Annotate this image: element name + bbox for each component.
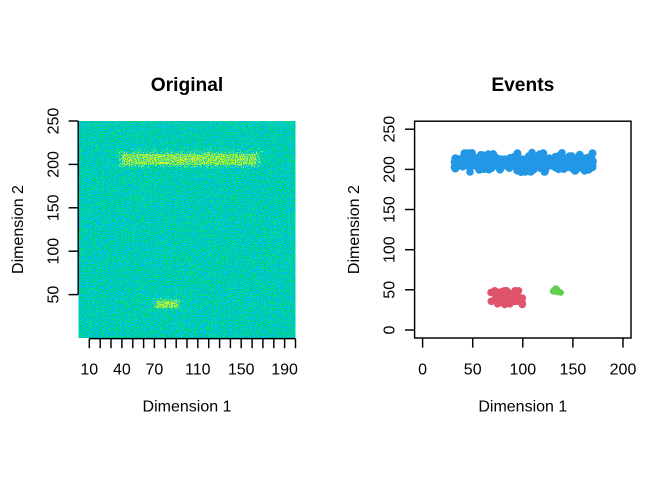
svg-text:100: 100 <box>46 238 63 265</box>
svg-text:Dimension 2: Dimension 2 <box>346 185 363 274</box>
svg-text:Dimension 2: Dimension 2 <box>10 185 27 274</box>
svg-text:100: 100 <box>509 362 536 379</box>
svg-text:50: 50 <box>382 281 399 299</box>
svg-text:150: 150 <box>228 362 255 379</box>
svg-text:150: 150 <box>46 194 63 221</box>
svg-text:10: 10 <box>80 362 98 379</box>
svg-text:Events: Events <box>491 75 554 96</box>
svg-text:110: 110 <box>185 362 211 379</box>
svg-text:200: 200 <box>382 156 399 183</box>
svg-text:0: 0 <box>418 362 427 379</box>
svg-text:40: 40 <box>113 362 131 379</box>
svg-text:70: 70 <box>146 362 164 379</box>
svg-text:0: 0 <box>382 325 399 334</box>
svg-text:250: 250 <box>46 108 63 135</box>
svg-text:Original: Original <box>151 75 224 96</box>
svg-text:150: 150 <box>382 196 399 223</box>
svg-text:Dimension 1: Dimension 1 <box>143 398 232 415</box>
svg-text:100: 100 <box>382 236 399 263</box>
svg-text:50: 50 <box>46 286 63 304</box>
svg-text:250: 250 <box>382 116 399 143</box>
svg-text:Dimension 1: Dimension 1 <box>478 398 567 415</box>
svg-text:50: 50 <box>464 362 482 379</box>
svg-text:190: 190 <box>271 362 298 379</box>
svg-text:200: 200 <box>46 151 63 178</box>
svg-text:150: 150 <box>560 362 587 379</box>
svg-text:200: 200 <box>610 362 637 379</box>
